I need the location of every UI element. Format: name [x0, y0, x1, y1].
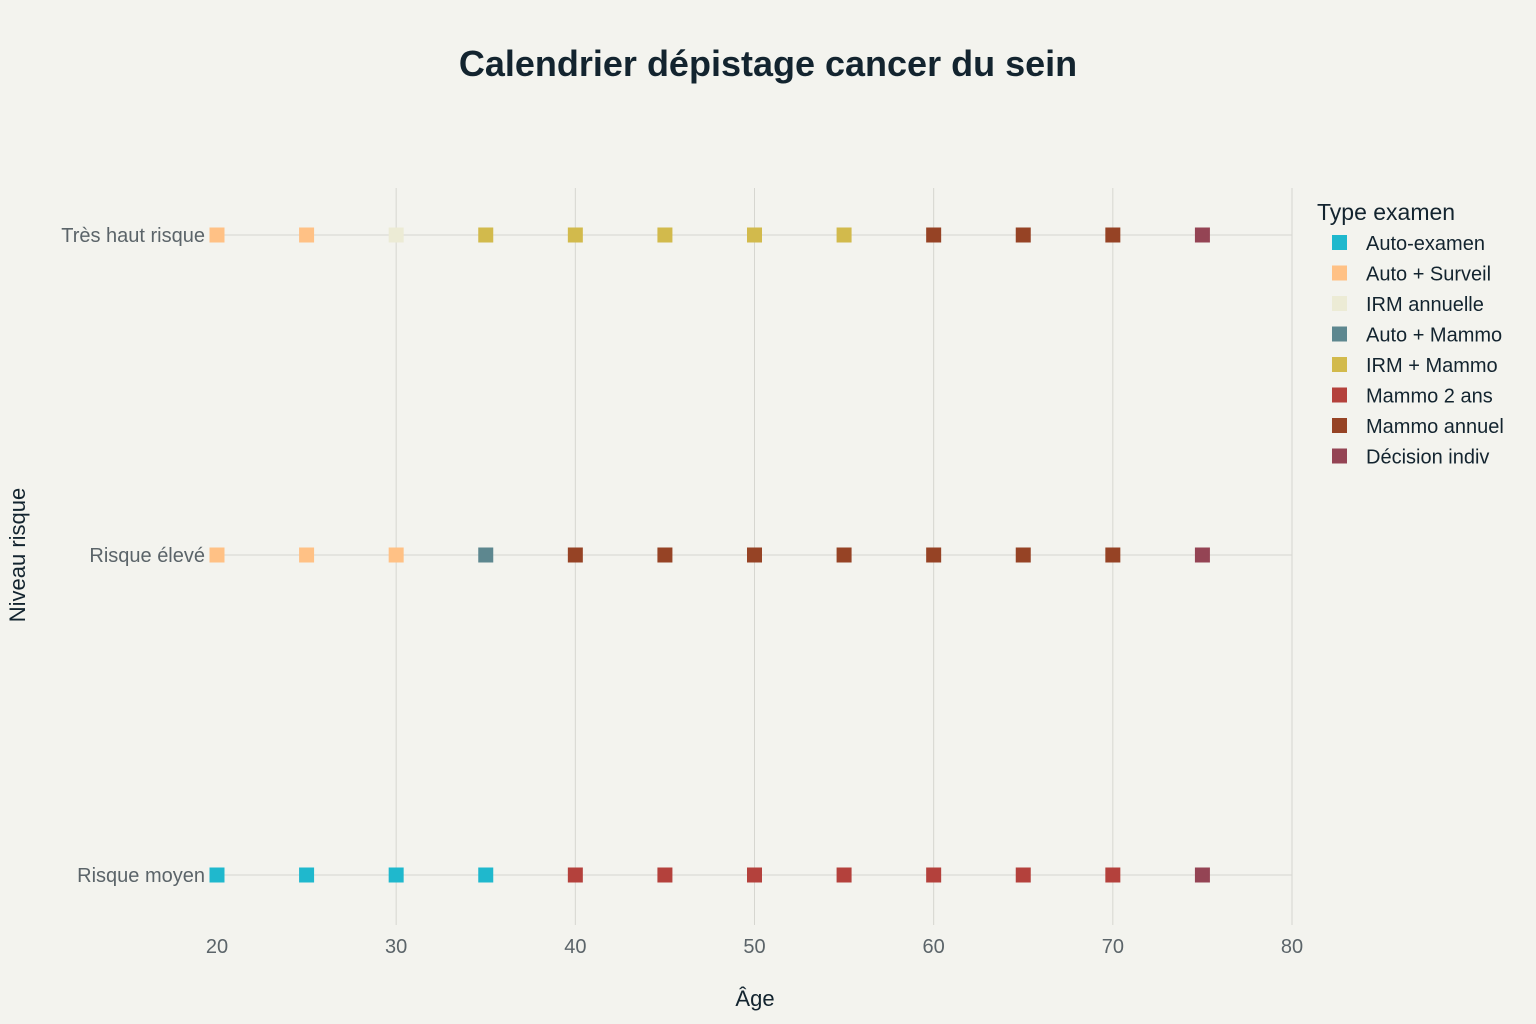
- point-auto-surveil: [209, 227, 225, 243]
- point-mammo-annuel: [567, 547, 583, 563]
- point-mammo-2-ans: [747, 867, 762, 883]
- point-auto-surveil: [299, 227, 315, 243]
- point-mammo-2-ans: [567, 867, 583, 883]
- legend-label-irm-annuelle: IRM annuelle: [1366, 294, 1484, 316]
- point-irm-mammo: [478, 227, 494, 243]
- point-mammo-2-ans: [1105, 867, 1121, 883]
- point-mammo-2-ans: [836, 867, 852, 883]
- x-tick-label: 40: [564, 936, 586, 958]
- legend-swatch-mammo-annuel: [1332, 418, 1347, 433]
- legend: Type examen Auto-examen Auto + Surveil IRM…: [1317, 199, 1504, 469]
- point-irm-mammo: [657, 227, 673, 243]
- point-mammo-annuel: [1015, 227, 1031, 243]
- x-tick-label: 50: [743, 936, 765, 958]
- point-mammo-annuel: [1105, 547, 1121, 563]
- point-mammo-annuel: [836, 547, 852, 563]
- point-mammo-2-ans: [657, 867, 673, 883]
- legend-swatch-irm-annuelle: [1332, 296, 1347, 311]
- legend-label-auto-examen: Auto-examen: [1366, 233, 1485, 255]
- legend-swatch-decision-indiv: [1332, 448, 1347, 464]
- point-auto-examen: [209, 867, 225, 883]
- point-auto-examen: [299, 867, 315, 883]
- y-tick-label: Risque moyen: [77, 865, 205, 887]
- x-tick-label: 20: [206, 936, 228, 958]
- y-axis-title: Niveau risque: [5, 488, 30, 623]
- point-irm-mammo: [836, 227, 852, 243]
- point-auto-examen: [478, 867, 494, 883]
- point-mammo-annuel: [926, 547, 942, 563]
- x-tick-label: 30: [385, 936, 407, 958]
- legend-swatch-auto-mammo: [1332, 326, 1347, 342]
- x-tick-label: 80: [1281, 936, 1303, 958]
- legend-swatch-irm-mammo: [1332, 357, 1347, 372]
- point-auto-surveil: [388, 547, 404, 563]
- legend-swatch-auto-surveil: [1332, 265, 1347, 281]
- point-decision-indiv: [1194, 227, 1210, 243]
- point-mammo-annuel: [1015, 547, 1031, 563]
- point-auto-surveil: [209, 547, 225, 563]
- legend-label-mammo-annuel: Mammo annuel: [1366, 416, 1504, 438]
- legend-swatch-auto-examen: [1332, 235, 1347, 250]
- legend-swatch-mammo-2-ans: [1332, 387, 1347, 403]
- data-points: [209, 227, 1210, 883]
- point-mammo-2-ans: [926, 867, 942, 883]
- legend-label-auto-mammo: Auto + Mammo: [1366, 325, 1502, 347]
- y-tick-label: Risque élevé: [89, 545, 205, 567]
- tick-labels: 20 30 40 50 60 70 80 Risque moyen Risque élevé Tr…: [61, 225, 1303, 958]
- point-mammo-2-ans: [1015, 867, 1031, 883]
- x-tick-label: 60: [923, 936, 945, 958]
- point-decision-indiv: [1194, 867, 1210, 883]
- point-mammo-annuel: [657, 547, 673, 563]
- y-tick-label: Très haut risque: [61, 225, 205, 247]
- legend-label-auto-surveil: Auto + Surveil: [1366, 264, 1491, 286]
- point-auto-examen: [388, 867, 404, 883]
- point-irm-mammo: [747, 227, 762, 243]
- point-irm-annuelle: [388, 227, 404, 243]
- x-axis-title: Âge: [735, 986, 774, 1011]
- point-auto-mammo: [478, 547, 494, 563]
- point-decision-indiv: [1194, 547, 1210, 563]
- legend-label-decision-indiv: Décision indiv: [1366, 447, 1489, 469]
- point-irm-mammo: [567, 227, 583, 243]
- legend-title: Type examen: [1317, 199, 1455, 225]
- point-mammo-annuel: [1105, 227, 1121, 243]
- legend-label-mammo-2-ans: Mammo 2 ans: [1366, 386, 1493, 408]
- x-tick-label: 70: [1102, 936, 1124, 958]
- point-auto-surveil: [299, 547, 315, 563]
- point-mammo-annuel: [747, 547, 762, 563]
- legend-label-irm-mammo: IRM + Mammo: [1366, 355, 1498, 377]
- chart-title: Calendrier dépistage cancer du sein: [459, 43, 1077, 84]
- point-mammo-annuel: [926, 227, 942, 243]
